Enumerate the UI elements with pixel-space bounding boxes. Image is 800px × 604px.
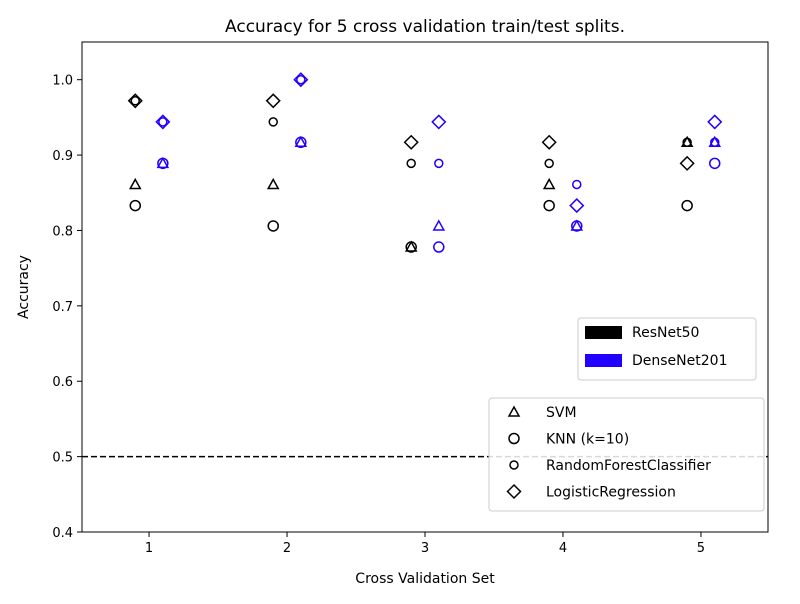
y-tick-label: 1.0 — [52, 74, 73, 89]
y-tick-label: 0.5 — [52, 451, 73, 466]
densenet201-knn-k-10-point — [571, 220, 583, 232]
x-tick-label: 3 — [421, 541, 429, 556]
densenet201-knn-k-10-point — [433, 241, 445, 253]
densenet201-randomforestclassifier-point — [434, 158, 444, 169]
x-tick-label: 5 — [697, 541, 705, 556]
densenet201-logisticregression-point — [155, 114, 171, 130]
small-circle-marker — [509, 460, 519, 470]
resnet50-randomforestclassifier-point — [130, 96, 141, 106]
resnet50-randomforestclassifier-point — [544, 158, 554, 169]
densenet201-svm-point — [570, 219, 584, 231]
resnet50-logisticregression-point — [127, 93, 143, 109]
model-legend-box — [577, 317, 757, 381]
densenet201-logisticregression-point — [431, 114, 447, 130]
x-axis-label: Cross Validation Set — [355, 571, 495, 587]
resnet50-knn-k-10-point — [405, 241, 417, 253]
resnet50-svm-point — [128, 177, 142, 190]
densenet201-svm-point — [294, 135, 308, 148]
resnet50-randomforestclassifier-point — [682, 137, 692, 148]
legend-label: LogisticRegression — [546, 485, 676, 501]
legend-swatch-1 — [585, 354, 622, 367]
resnet50-knn-k-10-point — [267, 220, 279, 232]
densenet201-logisticregression-point — [293, 72, 309, 88]
densenet201-logisticregression-point — [707, 114, 723, 130]
x-tick-label: 4 — [559, 541, 567, 556]
resnet50-logisticregression-point — [265, 93, 281, 109]
circle-marker — [508, 432, 520, 445]
resnet50-logisticregression-point — [541, 134, 557, 150]
resnet50-svm-point — [266, 177, 280, 190]
legend-label: SVM — [546, 405, 577, 421]
chart-title: Accuracy for 5 cross validation train/te… — [225, 17, 625, 37]
y-axis-label: Accuracy — [16, 255, 32, 319]
densenet201-randomforestclassifier-point — [572, 179, 582, 190]
densenet201-knn-k-10-point — [157, 157, 169, 170]
densenet201-logisticregression-point — [569, 198, 585, 214]
y-tick-label: 0.8 — [52, 224, 73, 239]
densenet201-knn-k-10-point — [708, 157, 721, 170]
legend-swatch-0 — [585, 326, 622, 339]
densenet201-randomforestclassifier-point — [296, 74, 306, 85]
y-tick-label: 0.4 — [52, 526, 73, 541]
resnet50-svm-point — [542, 177, 556, 190]
densenet201-svm-point — [432, 219, 446, 231]
densenet201-knn-k-10-point — [295, 136, 307, 149]
resnet50-randomforestclassifier-point — [268, 117, 278, 127]
resnet50-logisticregression-point — [679, 155, 695, 171]
resnet50-knn-k-10-point — [681, 199, 693, 212]
densenet201-randomforestclassifier-point — [158, 117, 168, 127]
diamond-marker — [506, 483, 522, 500]
resnet50-logisticregression-point — [403, 134, 419, 150]
resnet50-knn-k-10-point — [129, 199, 142, 212]
resnet50-randomforestclassifier-point — [406, 158, 416, 169]
triangle-marker — [507, 405, 521, 417]
resnet50-knn-k-10-point — [543, 199, 555, 212]
x-tick-label: 1 — [145, 541, 153, 556]
legend-label: KNN (k=10) — [546, 432, 629, 448]
y-tick-label: 0.9 — [52, 149, 73, 164]
y-tick-label: 0.7 — [52, 300, 73, 315]
classifier-legend-box — [488, 397, 765, 512]
resnet50-svm-point — [404, 240, 418, 252]
legend-label: RandomForestClassifier — [546, 458, 711, 474]
x-tick-label: 2 — [283, 541, 291, 556]
y-tick-label: 0.6 — [52, 375, 73, 390]
legend-label: DenseNet201 — [632, 353, 727, 369]
densenet201-randomforestclassifier-point — [709, 137, 720, 148]
densenet201-svm-point — [156, 156, 170, 169]
legend-label: ResNet50 — [632, 325, 699, 341]
